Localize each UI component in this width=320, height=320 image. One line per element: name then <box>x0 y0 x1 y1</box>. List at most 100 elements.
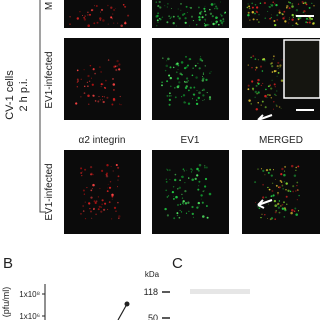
speckle <box>120 24 123 28</box>
speckle <box>247 11 250 14</box>
speckle <box>107 187 109 189</box>
data-point <box>124 301 130 307</box>
speckle <box>258 207 261 210</box>
speckle <box>168 95 171 97</box>
speckle <box>166 80 169 83</box>
speckle <box>247 13 250 17</box>
speckle <box>115 8 117 10</box>
speckle <box>76 81 79 83</box>
speckle <box>247 3 249 5</box>
speckle <box>201 16 204 19</box>
speckle <box>204 177 208 181</box>
speckle <box>267 186 269 189</box>
speckle <box>117 22 119 24</box>
speckle <box>297 23 299 26</box>
speckle <box>275 184 278 187</box>
speckle <box>156 25 158 27</box>
speckle <box>296 199 298 201</box>
speckle <box>79 11 81 13</box>
speckle <box>257 59 259 61</box>
speckle <box>161 16 164 18</box>
speckle <box>104 86 105 88</box>
speckle <box>296 185 298 187</box>
speckle <box>87 24 90 27</box>
speckle <box>109 180 112 183</box>
micrograph <box>64 150 141 234</box>
speckle <box>165 189 168 192</box>
y-tick-label: 1x10⁶ <box>19 312 40 320</box>
speckle <box>111 193 114 197</box>
speckle <box>219 19 222 22</box>
column-label: EV1 <box>181 135 200 146</box>
speckle <box>112 170 114 172</box>
speckle <box>214 7 216 10</box>
speckle <box>170 7 173 10</box>
speckle <box>209 24 211 26</box>
speckle <box>219 1 222 3</box>
speckle <box>277 72 280 74</box>
speckle <box>176 214 179 217</box>
speckle <box>192 98 194 100</box>
speckle <box>197 201 201 205</box>
speckle <box>184 182 186 184</box>
speckle <box>278 200 281 202</box>
speckle <box>179 209 181 212</box>
micrograph <box>64 0 141 28</box>
speckle <box>92 68 95 71</box>
speckle <box>276 90 278 92</box>
speckle <box>176 212 179 215</box>
speckle <box>305 17 309 20</box>
speckle <box>156 19 159 22</box>
speckle <box>273 71 275 73</box>
speckle <box>89 207 91 210</box>
speckle <box>256 92 258 95</box>
speckle <box>196 24 198 26</box>
speckle <box>80 172 83 174</box>
speckle <box>204 24 207 27</box>
speckle <box>272 194 275 197</box>
speckle <box>164 69 167 72</box>
speckle <box>273 57 275 59</box>
speckle <box>210 71 212 73</box>
speckle <box>191 212 194 216</box>
speckle <box>224 12 226 15</box>
speckle <box>289 17 291 19</box>
speckle <box>169 92 171 95</box>
micrograph <box>152 0 229 28</box>
speckle <box>297 18 300 21</box>
speckle <box>94 100 97 102</box>
speckle <box>92 94 95 97</box>
speckle <box>248 5 251 8</box>
speckle <box>191 205 194 209</box>
speckle <box>292 190 295 193</box>
speckle <box>261 213 263 215</box>
speckle <box>220 14 223 17</box>
speckle <box>266 97 268 99</box>
speckle <box>164 5 166 7</box>
speckle <box>106 190 109 193</box>
speckle <box>267 85 270 88</box>
group-label: CV-1 cells <box>4 70 16 120</box>
speckle <box>208 96 212 99</box>
speckle <box>293 210 296 212</box>
speckle <box>118 215 121 218</box>
speckle <box>251 10 255 14</box>
speckle <box>188 210 190 212</box>
speckle <box>194 177 197 181</box>
speckle <box>117 166 120 169</box>
speckle <box>281 184 284 187</box>
speckle <box>181 193 183 196</box>
speckle <box>181 175 184 179</box>
speckle <box>295 169 297 171</box>
speckle <box>283 173 286 177</box>
speckle <box>192 20 194 22</box>
speckle <box>165 64 169 68</box>
speckle <box>268 6 271 8</box>
speckle <box>119 103 120 105</box>
speckle <box>183 66 187 70</box>
unit-label: kDa <box>145 270 160 279</box>
speckle <box>88 103 90 105</box>
speckle <box>268 203 270 205</box>
speckle <box>277 61 280 64</box>
speckle <box>283 216 286 218</box>
